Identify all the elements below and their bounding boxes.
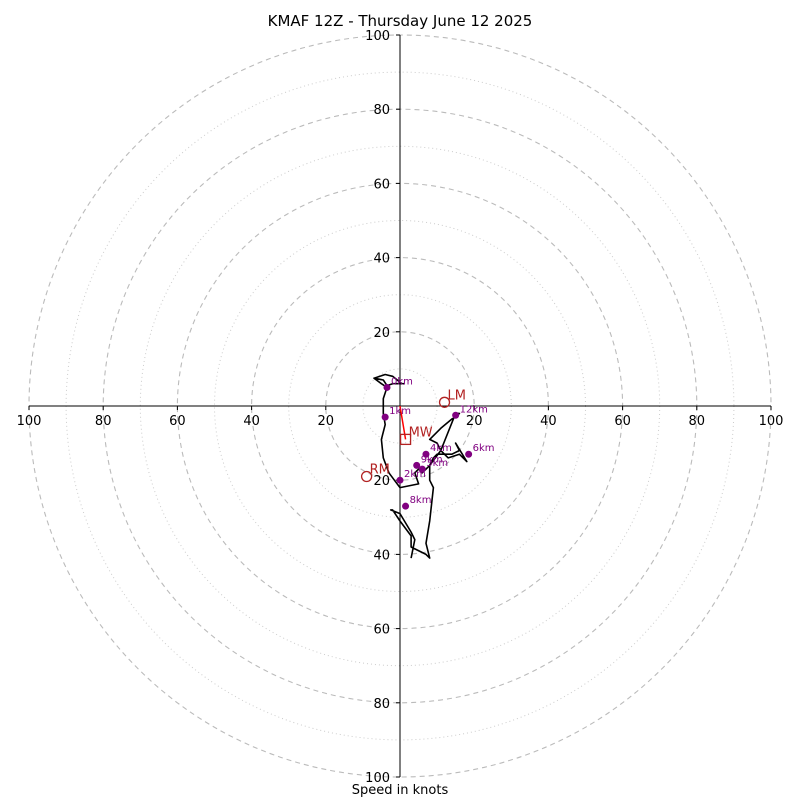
height-point-label: 4km bbox=[430, 443, 452, 454]
height-point-3km bbox=[418, 465, 426, 473]
height-point-label: 8km bbox=[410, 495, 432, 506]
chart-title: KMAF 12Z - Thursday June 12 2025 bbox=[267, 12, 533, 30]
y-tick-label: 40 bbox=[373, 548, 390, 563]
y-tick-label: 20 bbox=[373, 326, 390, 341]
marker-label-rm: RM bbox=[370, 462, 390, 477]
storm-motion-markers: LM RM MW bbox=[360, 388, 466, 483]
height-point-label: 1km bbox=[389, 406, 411, 417]
x-tick-label: 40 bbox=[243, 414, 260, 429]
height-point-1km bbox=[381, 413, 389, 421]
marker-label-lm: LM bbox=[448, 388, 466, 403]
marker-mw bbox=[399, 433, 412, 446]
hodograph-trace bbox=[373, 373, 468, 559]
height-point-label: 6km bbox=[473, 443, 495, 454]
height-point-label: 3km bbox=[426, 458, 448, 469]
height-point-2km bbox=[396, 476, 404, 484]
height-point-6km bbox=[465, 450, 473, 458]
y-tick-label: 100 bbox=[365, 771, 390, 786]
y-tick-label: 60 bbox=[373, 177, 390, 192]
height-point-label: 9km bbox=[421, 454, 443, 465]
x-tick-label: 100 bbox=[17, 414, 42, 429]
y-tick-label: 100 bbox=[365, 29, 390, 44]
y-tick-label: 20 bbox=[373, 474, 390, 489]
y-tick-label: 80 bbox=[373, 697, 390, 712]
height-point-9km bbox=[413, 461, 421, 469]
x-tick-label: 80 bbox=[95, 414, 112, 429]
height-point-12km bbox=[452, 411, 460, 419]
marker-lm bbox=[438, 396, 451, 408]
height-point-label: 12km bbox=[460, 404, 488, 415]
x-tick-label: 40 bbox=[540, 414, 557, 429]
y-tick-label: 40 bbox=[373, 252, 390, 267]
axis-tick-labels: 100 80 60 40 20 20 40 60 80 100 100 80 60 40 20 20 40 60 8… bbox=[17, 29, 784, 786]
x-axis-label: Speed in knots bbox=[351, 783, 449, 798]
height-point-0km bbox=[383, 383, 391, 391]
x-tick-label: 60 bbox=[614, 414, 631, 429]
x-tick-label: 60 bbox=[169, 414, 186, 429]
y-tick-label: 80 bbox=[373, 103, 390, 118]
x-tick-label: 100 bbox=[759, 414, 784, 429]
height-point-8km bbox=[402, 502, 410, 510]
height-point-label: 0km bbox=[391, 376, 413, 387]
x-tick-label: 80 bbox=[689, 414, 706, 429]
y-tick-label: 60 bbox=[373, 623, 390, 638]
marker-label-mw: MW bbox=[409, 425, 433, 440]
x-tick-label: 20 bbox=[466, 414, 483, 429]
height-point-label: 2km bbox=[404, 469, 426, 480]
marker-rm bbox=[360, 470, 373, 483]
x-tick-label: 20 bbox=[318, 414, 335, 429]
hodograph-trace-group bbox=[373, 373, 468, 559]
height-point-4km bbox=[422, 450, 430, 458]
